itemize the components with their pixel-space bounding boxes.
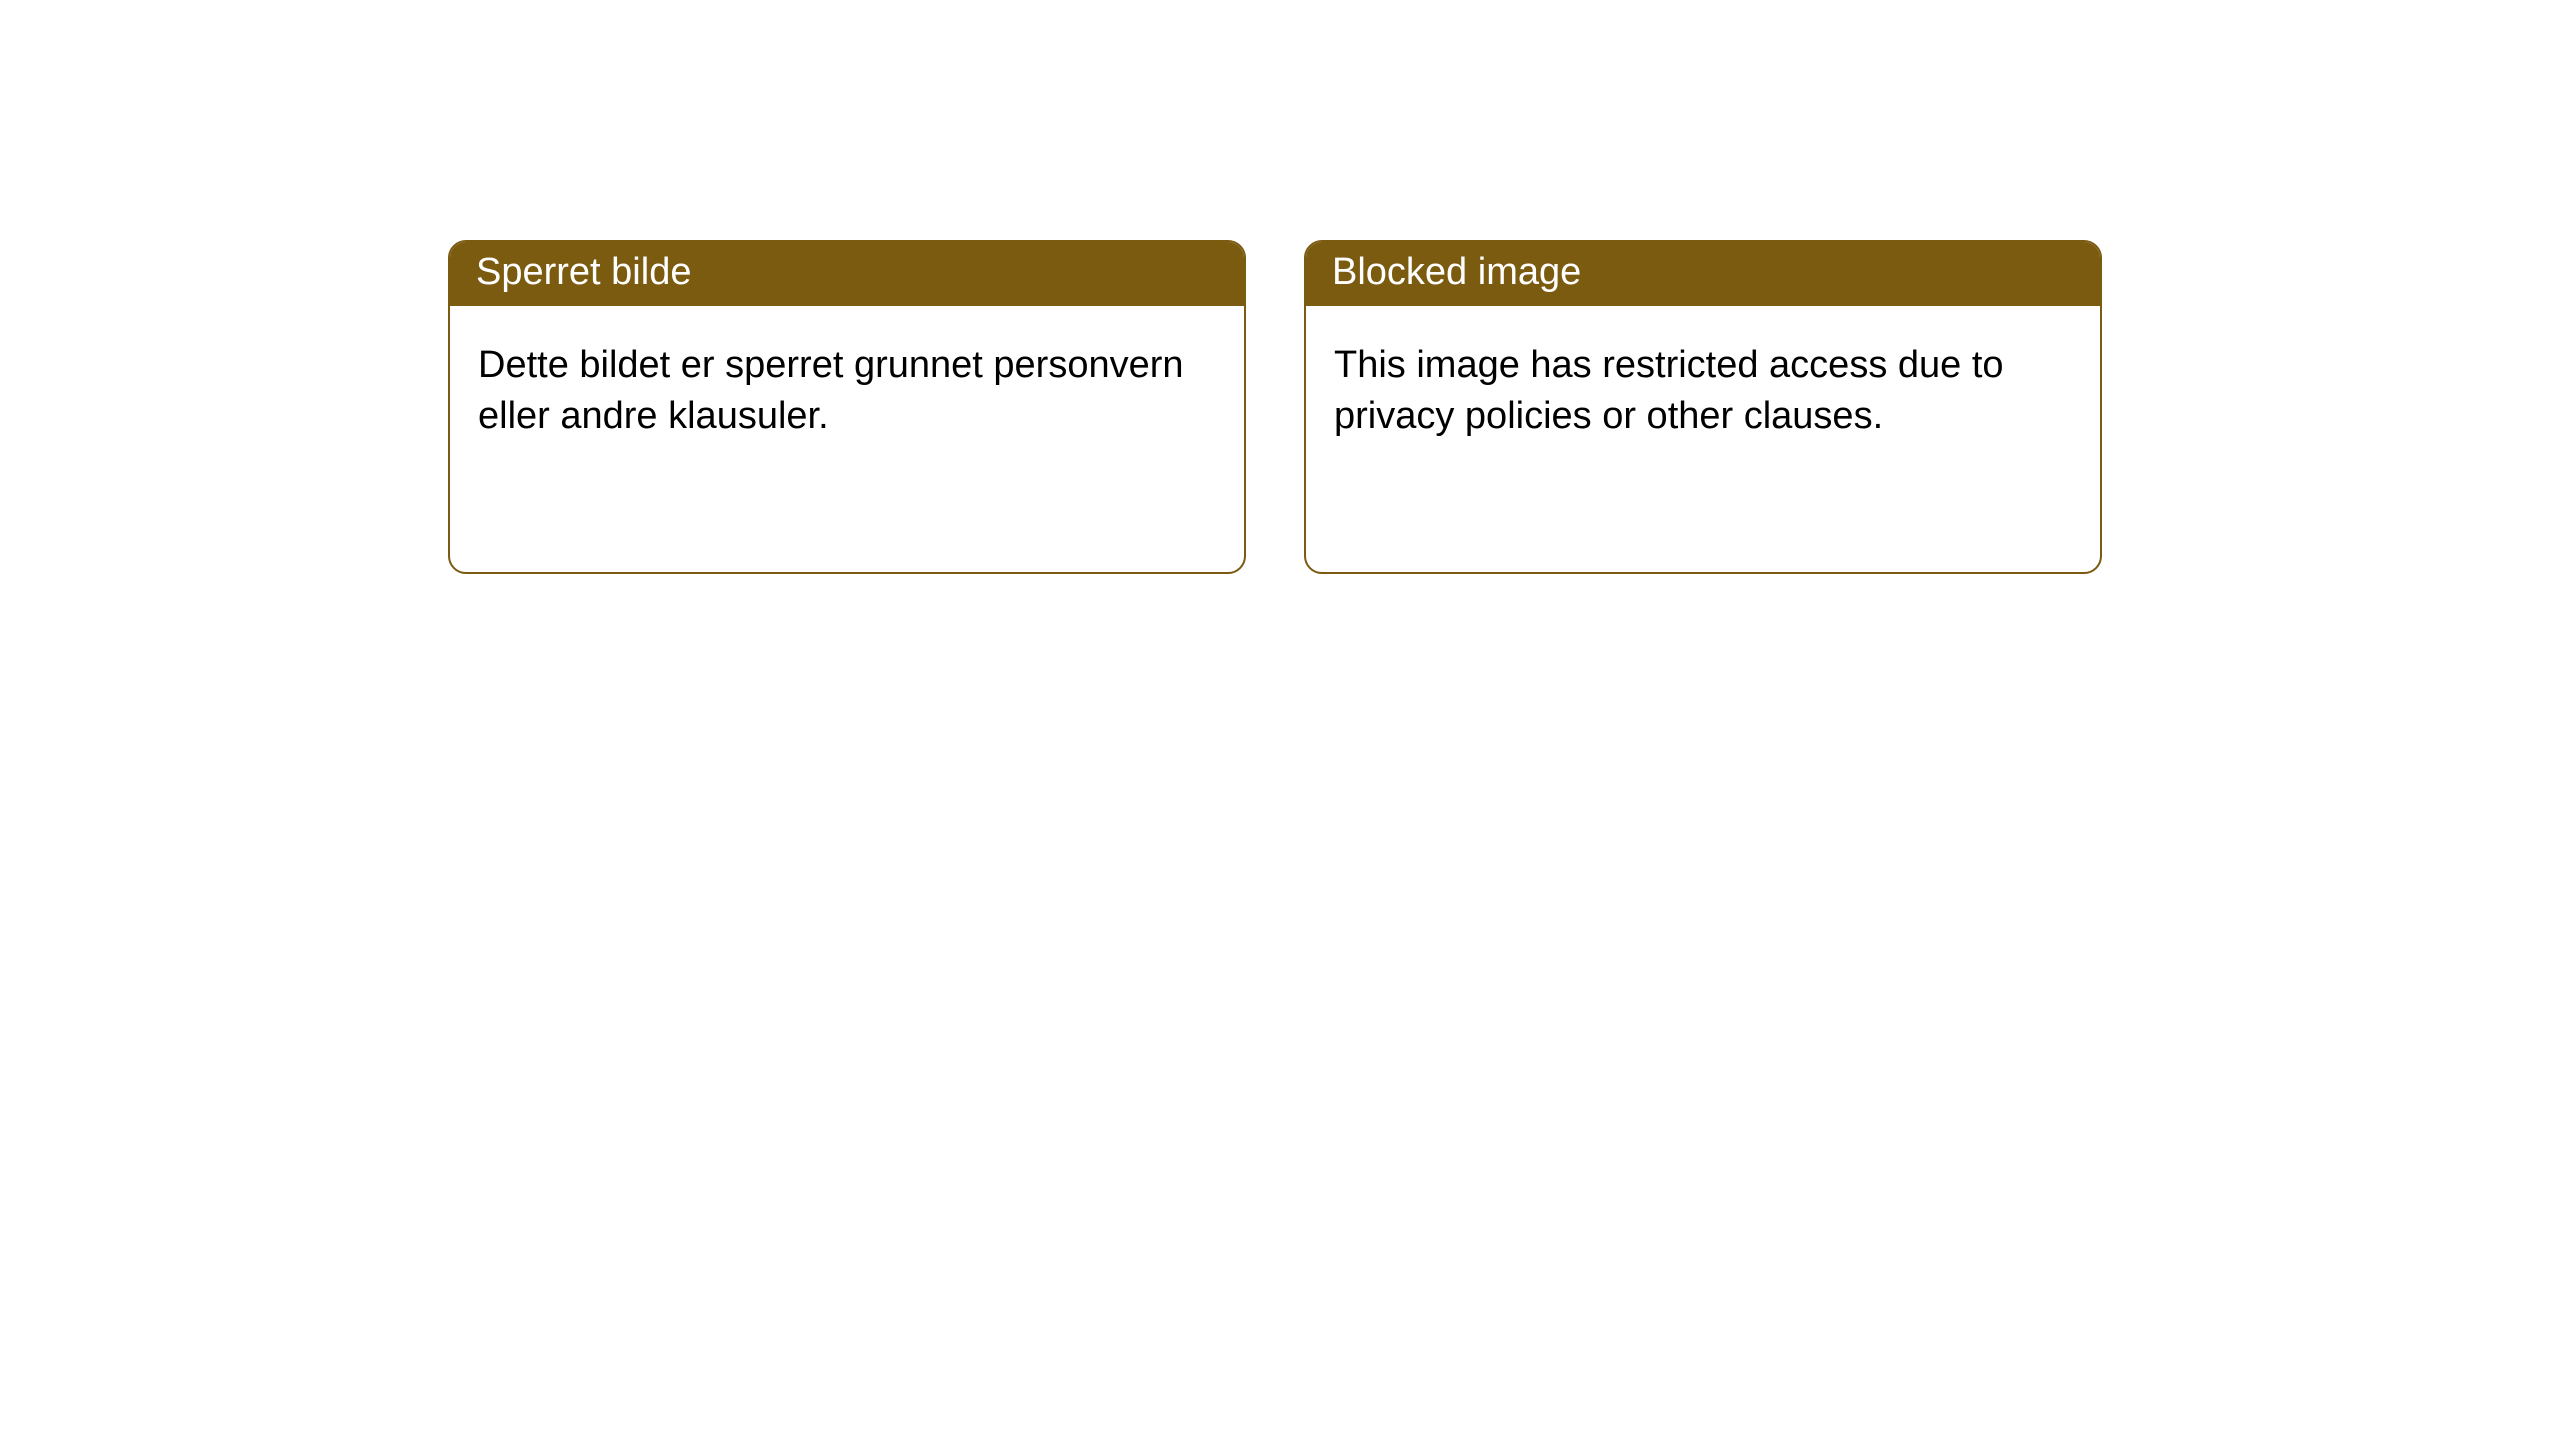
notice-box-english: Blocked image This image has restricted … [1304, 240, 2102, 574]
notice-box-norwegian: Sperret bilde Dette bildet er sperret gr… [448, 240, 1246, 574]
notice-body: This image has restricted access due to … [1306, 306, 2100, 477]
notice-title: Blocked image [1306, 242, 2100, 306]
notice-body: Dette bildet er sperret grunnet personve… [450, 306, 1244, 477]
notice-container: Sperret bilde Dette bildet er sperret gr… [0, 0, 2560, 574]
notice-title: Sperret bilde [450, 242, 1244, 306]
